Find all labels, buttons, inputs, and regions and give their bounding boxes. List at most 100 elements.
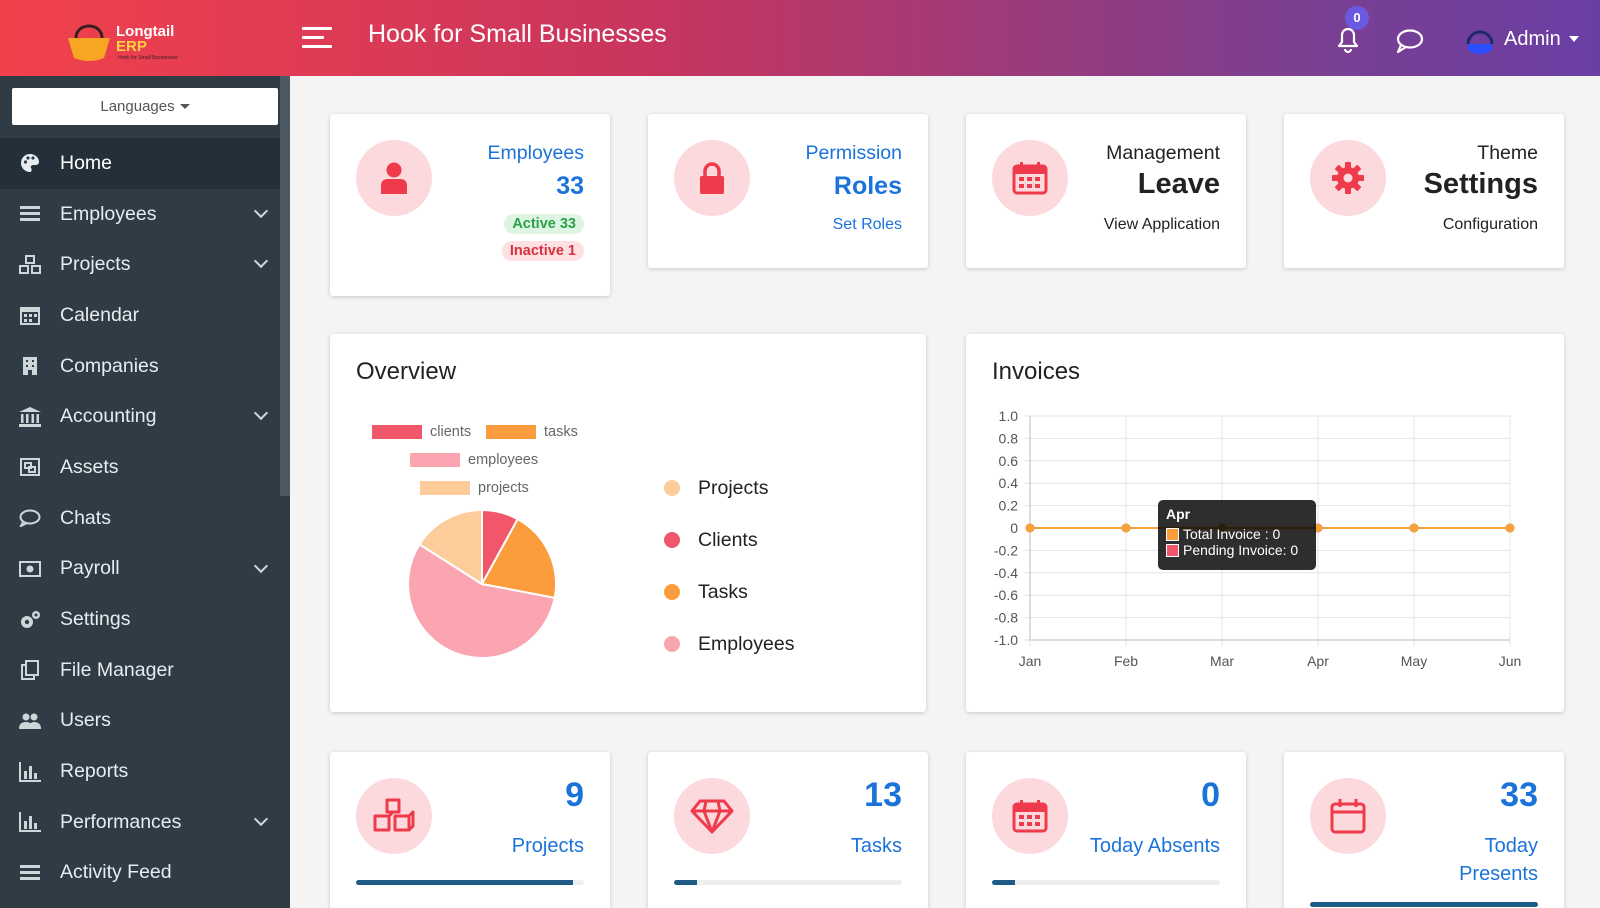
tooltip-text: Pending Invoice: 0 xyxy=(1183,542,1299,558)
overview-pie-chart[interactable] xyxy=(402,504,562,664)
pie-slice-projects[interactable] xyxy=(418,508,483,586)
cubes-icon xyxy=(18,253,42,277)
legend-item-projects[interactable]: projects xyxy=(420,480,529,496)
y-tick-label: 0.4 xyxy=(999,475,1019,491)
comment-icon xyxy=(18,506,42,530)
sidebar: Languages Home Employees Projects Calendar C… xyxy=(0,76,290,908)
sidebar-item-users[interactable]: Users xyxy=(0,696,280,747)
sidebar-item-activity-feed[interactable]: Activity Feed xyxy=(0,848,280,899)
projects-stat-card[interactable]: 9 Projects xyxy=(330,752,610,908)
sidebar-item-performances[interactable]: Performances xyxy=(0,797,280,848)
theme-label: Theme xyxy=(1477,142,1538,164)
calendar-icon xyxy=(992,778,1068,854)
y-tick-label: 1.0 xyxy=(999,408,1019,424)
legend-dot xyxy=(664,636,680,652)
y-tick-label: -0.8 xyxy=(994,610,1018,626)
tasks-stat-card[interactable]: 13 Tasks xyxy=(648,752,928,908)
tasks-label: Tasks xyxy=(850,835,902,857)
theme-card[interactable]: Theme Settings Configuration xyxy=(1284,114,1564,268)
projects-progress-bar xyxy=(356,880,584,885)
y-tick-label: -0.6 xyxy=(994,587,1018,603)
top-navbar: Longtail ERP Hook for Small Businesses H… xyxy=(0,0,1600,76)
leave-card[interactable]: Management Leave View Application xyxy=(966,114,1246,268)
configuration-link[interactable]: Configuration xyxy=(1442,216,1538,233)
view-application-link[interactable]: View Application xyxy=(1103,216,1220,233)
chevron-down-icon xyxy=(253,811,269,827)
languages-dropdown[interactable]: Languages xyxy=(12,88,278,125)
sidebar-item-assets[interactable]: Assets xyxy=(0,442,280,493)
y-tick-label: 0.2 xyxy=(999,498,1019,514)
sidebar-scrollbar[interactable] xyxy=(280,76,290,496)
side-legend-tasks: Tasks xyxy=(664,566,794,618)
logo-text: Longtail ERP xyxy=(116,24,174,54)
overview-card: Overview clients tasks employees project… xyxy=(330,334,926,712)
data-point xyxy=(1505,523,1515,533)
roles-title: Roles xyxy=(833,172,902,200)
palette-icon xyxy=(18,151,42,175)
legend-item-tasks[interactable]: tasks xyxy=(486,424,578,440)
side-legend-employees: Employees xyxy=(664,618,794,670)
tooltip-swatch xyxy=(1166,527,1179,541)
bell-icon[interactable] xyxy=(1334,24,1362,54)
sidebar-item-payroll[interactable]: Payroll xyxy=(0,544,280,595)
user-menu[interactable]: Admin xyxy=(1464,22,1579,56)
sidebar-item-calendar[interactable]: Calendar xyxy=(0,290,280,341)
sidebar-item-label: File Manager xyxy=(60,658,174,681)
side-legend-label: Employees xyxy=(698,632,795,655)
calendar-icon xyxy=(18,303,42,327)
sidebar-item-settings[interactable]: Settings xyxy=(0,594,280,645)
data-point xyxy=(1409,523,1419,533)
tasks-progress-bar xyxy=(674,880,902,885)
side-legend-label: Clients xyxy=(698,528,758,551)
sidebar-item-reports[interactable]: Reports xyxy=(0,746,280,797)
logo-name: Longtail xyxy=(116,23,175,40)
sidebar-item-companies[interactable]: Companies xyxy=(0,341,280,392)
user-icon xyxy=(356,140,432,216)
caret-down-icon xyxy=(1568,36,1579,42)
chat-icon[interactable] xyxy=(1395,28,1425,54)
chevron-down-icon xyxy=(253,406,269,421)
sidebar-item-chats[interactable]: Chats xyxy=(0,493,280,544)
cubes-icon xyxy=(356,778,432,854)
sidebar-item-file-manager[interactable]: File Manager xyxy=(0,645,280,696)
sidebar-item-accounting[interactable]: Accounting xyxy=(0,391,280,442)
progress-fill xyxy=(674,880,697,885)
menu-toggle-icon[interactable] xyxy=(302,27,332,51)
y-tick-label: -0.4 xyxy=(994,565,1018,581)
sidebar-item-home[interactable]: Home xyxy=(0,138,280,189)
presents-label-line1: Today xyxy=(1484,835,1538,857)
user-name: Admin xyxy=(1504,27,1561,50)
sidebar-item-employees[interactable]: Employees xyxy=(0,189,280,240)
chevron-down-icon xyxy=(253,203,269,218)
projects-label: Projects xyxy=(511,835,584,857)
sidebar-item-label: Performances xyxy=(60,810,182,833)
absents-count: 0 xyxy=(1201,776,1220,814)
set-roles-link[interactable]: Set Roles xyxy=(832,216,902,233)
bank-icon xyxy=(18,405,42,429)
management-label: Management xyxy=(1106,142,1220,164)
y-tick-label: 0.8 xyxy=(999,430,1019,446)
pie-slice-employees[interactable] xyxy=(407,542,556,659)
sidebar-item-projects[interactable]: Projects xyxy=(0,239,280,290)
y-tick-label: 0.6 xyxy=(999,453,1019,469)
absents-stat-card[interactable]: 0 Today Absents xyxy=(966,752,1246,908)
logo[interactable]: Longtail ERP Hook for Small Businesses xyxy=(62,12,202,64)
presents-label: Today Presents xyxy=(1459,832,1538,888)
invoices-title: Invoices xyxy=(992,358,1081,385)
legend-swatch xyxy=(372,425,422,439)
legend-label: tasks xyxy=(544,424,578,440)
chevron-down-icon xyxy=(253,254,269,269)
legend-dot xyxy=(664,480,680,496)
pie-slice-tasks[interactable] xyxy=(480,517,557,600)
x-tick-label: Mar xyxy=(1210,653,1234,669)
list-icon xyxy=(18,861,42,885)
sidebar-menu: Home Employees Projects Calendar Companies Ac… xyxy=(0,138,280,898)
permission-card[interactable]: Permission Roles Set Roles xyxy=(648,114,928,268)
tooltip-swatch xyxy=(1166,543,1179,557)
employees-card[interactable]: Employees 33 Active 33 Inactive 1 xyxy=(330,114,610,296)
legend-item-employees[interactable]: employees xyxy=(410,452,538,468)
legend-dot xyxy=(664,532,680,548)
bar-chart-icon xyxy=(18,810,42,834)
legend-item-clients[interactable]: clients xyxy=(372,424,471,440)
presents-stat-card[interactable]: 33 Today Presents xyxy=(1284,752,1564,908)
